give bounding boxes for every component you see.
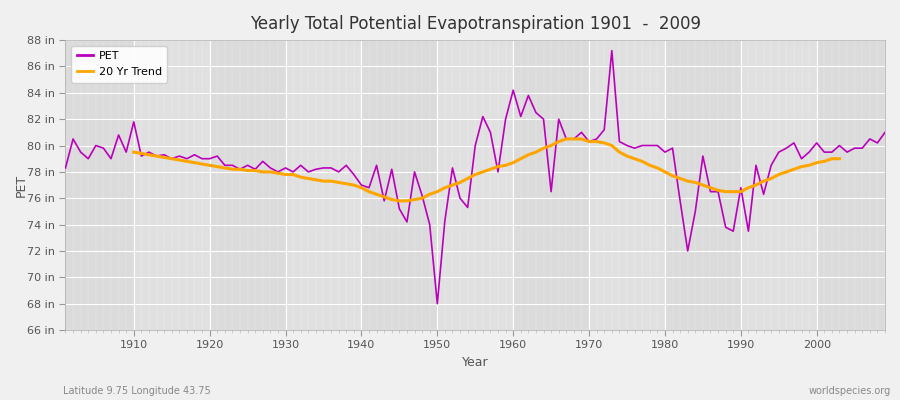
- PET: [508, 88, 518, 92]
- 20 Yr Trend: [250, 168, 261, 173]
- X-axis label: Year: Year: [462, 356, 489, 369]
- 20 Yr Trend: [569, 136, 580, 141]
- Bar: [362, 40, 437, 330]
- Bar: [816, 40, 885, 330]
- 20 Yr Trend: [675, 176, 686, 181]
- 20 Yr Trend: [834, 156, 845, 161]
- PET: [614, 139, 625, 144]
- 20 Yr Trend: [432, 189, 443, 194]
- 20 Yr Trend: [561, 136, 572, 141]
- PET: [60, 166, 71, 170]
- PET: [879, 130, 890, 135]
- Bar: [210, 40, 285, 330]
- Bar: [513, 40, 590, 330]
- PET: [607, 48, 617, 53]
- Line: PET: PET: [66, 51, 885, 304]
- Bar: [665, 40, 741, 330]
- PET: [432, 301, 443, 306]
- Text: worldspecies.org: worldspecies.org: [809, 386, 891, 396]
- PET: [516, 114, 526, 119]
- Legend: PET, 20 Yr Trend: PET, 20 Yr Trend: [71, 46, 167, 82]
- 20 Yr Trend: [129, 150, 140, 154]
- 20 Yr Trend: [394, 198, 405, 203]
- 20 Yr Trend: [410, 197, 420, 202]
- 20 Yr Trend: [310, 177, 321, 182]
- PET: [121, 150, 131, 154]
- PET: [333, 170, 344, 174]
- Bar: [58, 40, 134, 330]
- PET: [288, 170, 299, 174]
- Line: 20 Yr Trend: 20 Yr Trend: [134, 139, 840, 201]
- Y-axis label: PET: PET: [15, 174, 28, 197]
- Text: Latitude 9.75 Longitude 43.75: Latitude 9.75 Longitude 43.75: [63, 386, 211, 396]
- Title: Yearly Total Potential Evapotranspiration 1901  -  2009: Yearly Total Potential Evapotranspiratio…: [249, 15, 701, 33]
